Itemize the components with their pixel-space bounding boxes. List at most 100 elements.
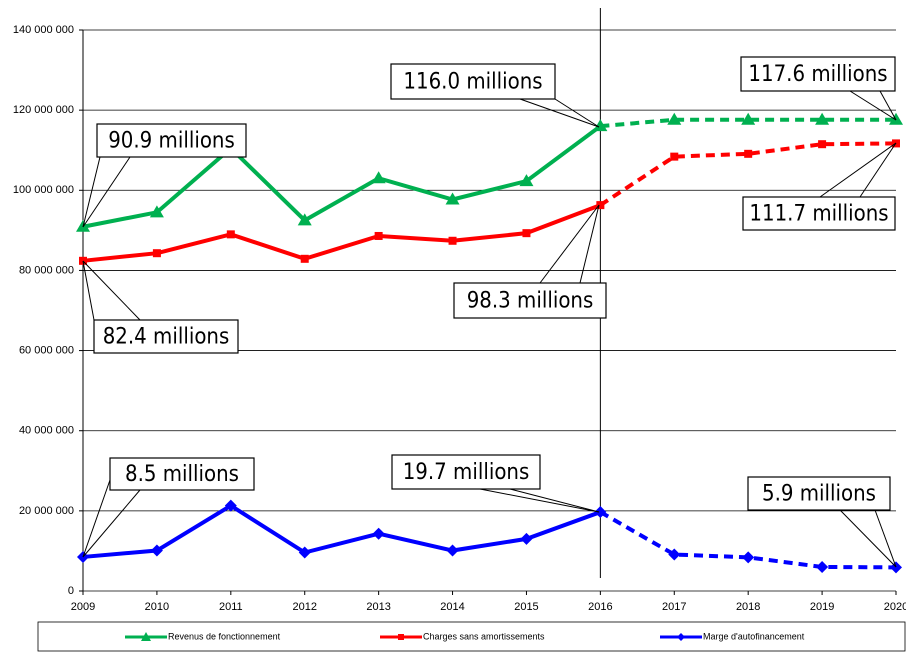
legend-marker	[677, 633, 685, 641]
data-point	[448, 236, 457, 245]
x-tick-label: 2011	[219, 601, 243, 613]
x-tick-label: 2010	[145, 601, 169, 613]
data-point	[298, 546, 311, 559]
leader-line	[874, 509, 897, 568]
data-point	[593, 119, 608, 132]
data-point	[522, 229, 531, 238]
legend-box	[37, 621, 906, 652]
series-line	[82, 124, 602, 229]
data-point	[445, 192, 460, 205]
data-point	[372, 527, 385, 540]
data-point	[744, 149, 753, 158]
x-tick-label: 2020	[884, 601, 906, 613]
callout-box	[109, 457, 255, 491]
legend-label: Charges sans amortissements	[423, 631, 545, 641]
annotation: 117.6 millions	[748, 62, 887, 87]
y-tick-label: 140 000 000	[13, 24, 74, 36]
series-line	[82, 203, 602, 263]
leader-line	[82, 156, 101, 228]
x-tick-label: 2013	[366, 601, 390, 613]
legend-label: Marge d'autofinancement	[703, 631, 805, 641]
callout-box	[96, 123, 247, 158]
x-tick-label: 2016	[588, 601, 612, 613]
leader-line	[839, 509, 897, 568]
leader-line	[82, 489, 141, 558]
series-line	[82, 503, 602, 559]
annotation: 116.0 millions	[403, 70, 542, 95]
callout-box	[747, 476, 891, 511]
leader-line	[479, 488, 600, 513]
y-tick-label: 120 000 000	[13, 104, 74, 116]
legend-marker	[398, 634, 404, 640]
leader-line	[82, 260, 141, 321]
leader-line	[82, 479, 111, 558]
annotation: 19.7 millions	[403, 460, 530, 485]
callout-box	[391, 454, 541, 490]
x-tick-label: 2009	[71, 601, 95, 613]
series-line	[599, 141, 897, 207]
data-point	[668, 548, 681, 561]
annotation: 82.4 millions	[103, 325, 230, 350]
data-point	[667, 112, 682, 125]
annotation: 8.5 millions	[125, 462, 239, 487]
callout-box	[93, 319, 239, 354]
data-point	[150, 544, 163, 557]
x-tick-label: 2019	[810, 601, 834, 613]
leader-line	[579, 204, 600, 284]
leader-line	[539, 204, 600, 284]
data-point	[446, 544, 459, 557]
callout-box	[453, 282, 607, 319]
callout-box	[742, 196, 896, 231]
leader-line	[82, 260, 95, 321]
annotation: 5.9 millions	[762, 482, 876, 507]
annotation: 98.3 millions	[467, 289, 594, 314]
data-point	[152, 249, 161, 258]
y-tick-label: 80 000 000	[19, 264, 74, 276]
data-point	[374, 231, 383, 240]
data-point	[149, 205, 164, 218]
legend-marker	[141, 632, 151, 641]
data-point	[818, 140, 827, 149]
leader-line	[849, 90, 897, 121]
leader-line	[819, 142, 897, 198]
data-point	[815, 112, 830, 125]
series-line	[599, 510, 897, 570]
data-point	[224, 499, 237, 512]
series-line	[600, 117, 896, 129]
y-tick-label: 60 000 000	[19, 344, 74, 356]
x-tick-label: 2018	[736, 601, 760, 613]
leader-line	[879, 90, 897, 121]
data-point	[226, 230, 235, 239]
leader-line	[519, 98, 600, 128]
x-tick-label: 2014	[440, 601, 464, 613]
annotation: 111.7 millions	[749, 202, 888, 227]
leader-line	[82, 156, 131, 228]
data-point	[742, 551, 755, 564]
leader-line	[859, 142, 897, 198]
data-point	[670, 152, 679, 161]
data-point	[596, 201, 605, 210]
leader-line	[554, 98, 600, 128]
data-point	[889, 112, 903, 125]
data-point	[297, 213, 312, 226]
x-tick-label: 2017	[662, 601, 686, 613]
y-tick-label: 0	[68, 585, 74, 597]
annotation: 90.9 millions	[108, 129, 235, 154]
leader-line	[509, 488, 600, 513]
data-point	[519, 174, 534, 187]
data-point	[741, 112, 756, 125]
data-point	[594, 506, 607, 519]
y-tick-label: 40 000 000	[19, 425, 74, 437]
data-point	[300, 254, 309, 263]
data-point	[520, 532, 533, 545]
x-tick-label: 2015	[514, 601, 538, 613]
callout-box	[740, 56, 896, 92]
y-tick-label: 20 000 000	[19, 505, 74, 517]
data-point	[371, 171, 386, 184]
callout-box	[390, 63, 556, 100]
x-tick-label: 2012	[292, 601, 316, 613]
y-tick-label: 100 000 000	[13, 184, 74, 196]
legend-label: Revenus de fonctionnement	[168, 631, 281, 641]
data-point	[816, 560, 829, 573]
